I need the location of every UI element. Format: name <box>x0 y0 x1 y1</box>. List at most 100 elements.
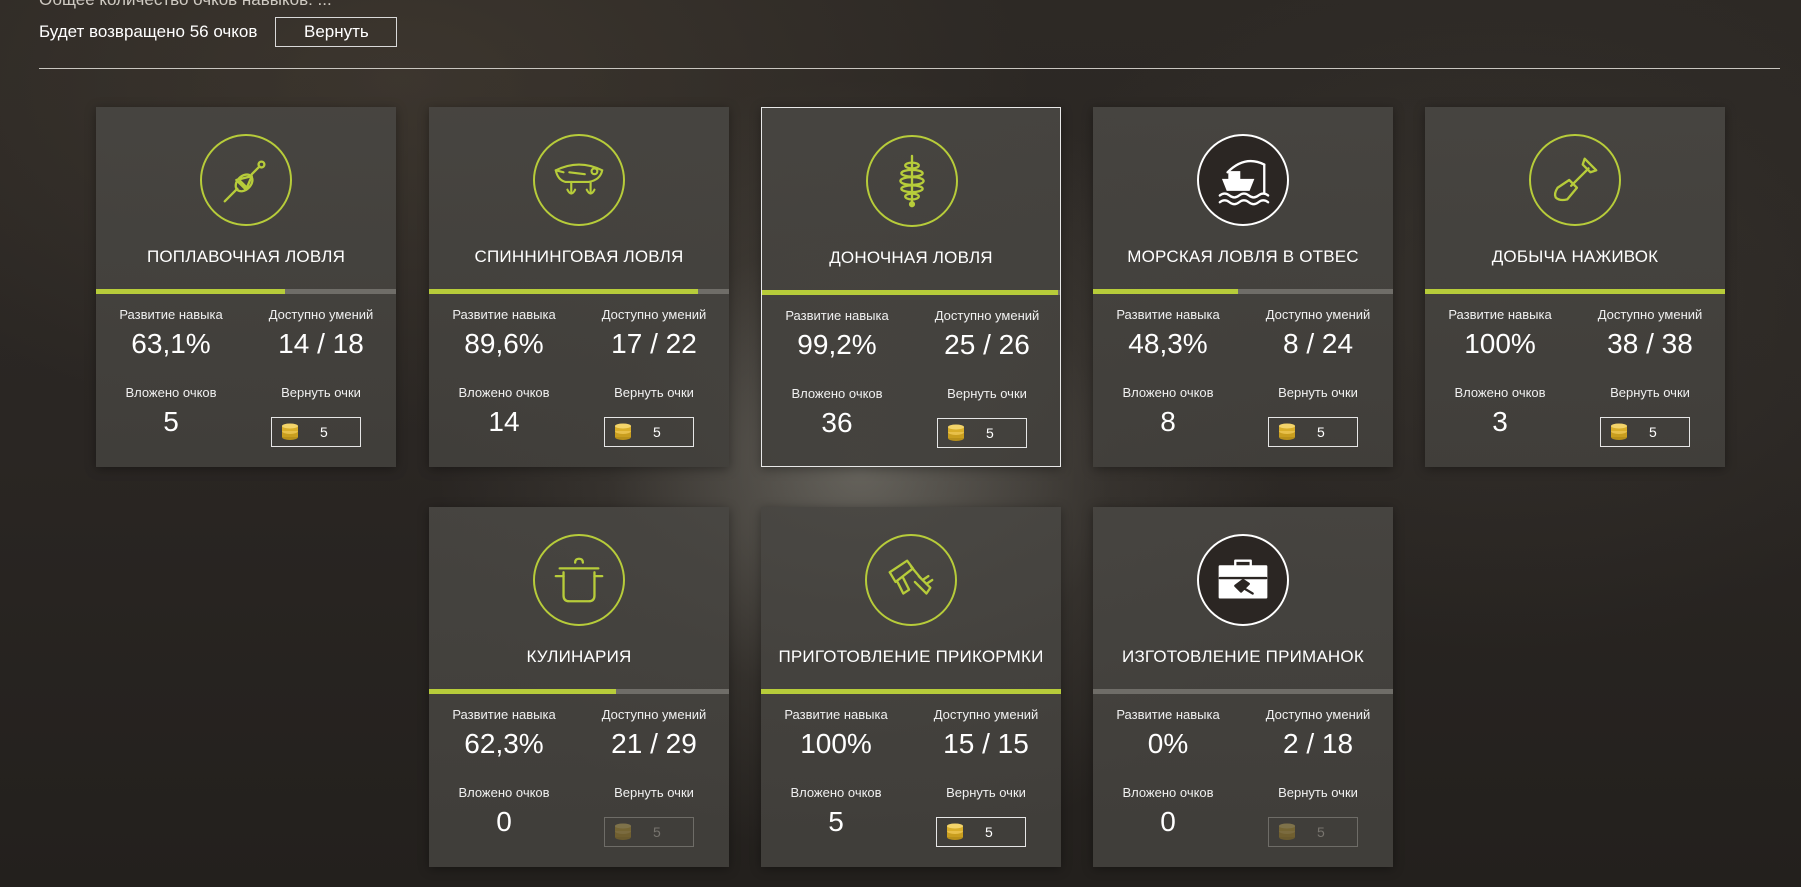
progress-label: Развитие навыка <box>1116 307 1220 322</box>
refund-bar: Будет возвращено 56 очков Вернуть <box>39 16 398 48</box>
coin-icon <box>1277 823 1297 841</box>
invested-label: Вложено очков <box>1454 385 1546 400</box>
skill-progress-bar <box>96 289 396 294</box>
feeder-icon <box>883 152 941 210</box>
refund-label: Вернуть очки <box>946 785 1026 800</box>
refund-points-value: 5 <box>320 424 328 440</box>
coin-icon <box>280 423 300 441</box>
toolbox-icon <box>1214 551 1272 609</box>
available-label: Доступно умений <box>601 307 707 322</box>
available-label: Доступно умений <box>1597 307 1703 322</box>
mixer-icon <box>882 551 940 609</box>
available-value: 2 / 18 <box>1282 728 1354 759</box>
refund-points-value: 5 <box>653 824 661 840</box>
skill-card[interactable]: ИЗГОТОВЛЕНИЕ ПРИМАНОК Развитие навыка Дост… <box>1093 507 1393 867</box>
refund-label: Вернуть очки <box>1610 385 1690 400</box>
refund-points-value: 5 <box>653 424 661 440</box>
progress-value: 89,6% <box>464 328 544 359</box>
skill-progress-bar <box>1425 289 1725 294</box>
available-value: 17 / 22 <box>611 328 697 359</box>
shovel-icon <box>1546 151 1604 209</box>
invested-label: Вложено очков <box>790 785 882 800</box>
coin-icon <box>945 823 965 841</box>
available-label: Доступно умений <box>933 707 1039 722</box>
skill-progress-bar <box>1093 689 1393 694</box>
refund-points-value: 5 <box>1317 424 1325 440</box>
skill-icon-circle <box>533 534 625 626</box>
skill-title: ДОБЫЧА НАЖИВОК <box>1491 247 1659 266</box>
invested-value: 0 <box>496 806 512 837</box>
refund-points-button[interactable]: 5 <box>271 417 361 447</box>
available-value: 15 / 15 <box>943 728 1029 759</box>
skill-progress-bar <box>761 689 1061 694</box>
skill-card[interactable]: ПРИГОТОВЛЕНИЕ ПРИКОРМКИ Развитие навыка До… <box>761 507 1061 867</box>
available-label: Доступно умений <box>1265 307 1371 322</box>
refund-label: Вернуть очки <box>614 385 694 400</box>
progress-label: Развитие навыка <box>119 307 223 322</box>
progress-label: Развитие навыка <box>785 308 889 323</box>
refund-label: Вернуть очки <box>614 785 694 800</box>
skill-card[interactable]: СПИННИНГОВАЯ ЛОВЛЯ Развитие навыка Доступн… <box>429 107 729 467</box>
coin-icon <box>1609 423 1629 441</box>
refund-points-value: 5 <box>986 425 994 441</box>
refund-points-button: 5 <box>1268 817 1358 847</box>
skill-card[interactable]: ПОПЛАВОЧНАЯ ЛОВЛЯ Развитие навыка Доступно… <box>96 107 396 467</box>
wobbler-lure-icon <box>550 151 608 209</box>
invested-label: Вложено очков <box>125 385 217 400</box>
refund-label: Вернуть очки <box>1278 385 1358 400</box>
skill-progress-fill <box>96 289 286 294</box>
progress-value: 100% <box>800 728 872 759</box>
skill-progress-fill <box>1093 289 1238 294</box>
refund-points-value: 5 <box>1649 424 1657 440</box>
progress-value: 48,3% <box>1128 328 1208 359</box>
available-value: 14 / 18 <box>278 328 364 359</box>
invested-label: Вложено очков <box>1122 385 1214 400</box>
progress-label: Развитие навыка <box>1116 707 1220 722</box>
skill-title: ПРИГОТОВЛЕНИЕ ПРИКОРМКИ <box>778 647 1044 666</box>
refund-points-button[interactable]: 5 <box>1268 417 1358 447</box>
available-value: 38 / 38 <box>1607 328 1693 359</box>
cooking-pot-icon <box>550 551 608 609</box>
skill-progress-fill <box>429 289 698 294</box>
refund-label: Вернуть очки <box>281 385 361 400</box>
header-cut-text: Общее количество очков навыков: ... <box>39 0 332 10</box>
sea-boat-icon <box>1214 151 1272 209</box>
invested-label: Вложено очков <box>791 386 883 401</box>
progress-label: Развитие навыка <box>452 707 556 722</box>
skill-progress-bar <box>429 689 729 694</box>
refund-points-button[interactable]: 5 <box>937 418 1027 448</box>
available-label: Доступно умений <box>934 308 1040 323</box>
progress-value: 100% <box>1464 328 1536 359</box>
available-label: Доступно умений <box>268 307 374 322</box>
invested-value: 36 <box>821 407 853 438</box>
refund-all-button[interactable]: Вернуть <box>275 17 398 47</box>
refund-points-button[interactable]: 5 <box>936 817 1026 847</box>
coin-icon <box>613 423 633 441</box>
progress-label: Развитие навыка <box>1448 307 1552 322</box>
skill-progress-fill <box>429 689 616 694</box>
skill-card[interactable]: МОРСКАЯ ЛОВЛЯ В ОТВЕС Развитие навыка Дост… <box>1093 107 1393 467</box>
coin-icon <box>613 823 633 841</box>
float-icon <box>217 151 275 209</box>
skill-title: ДОНОЧНАЯ ЛОВЛЯ <box>829 248 993 267</box>
coin-icon <box>946 424 966 442</box>
refund-points-button[interactable]: 5 <box>1600 417 1690 447</box>
available-label: Доступно умений <box>1265 707 1371 722</box>
invested-value: 5 <box>163 406 179 437</box>
skill-card[interactable]: ДОБЫЧА НАЖИВОК Развитие навыка Доступно ум… <box>1425 107 1725 467</box>
invested-value: 8 <box>1160 406 1176 437</box>
available-label: Доступно умений <box>601 707 707 722</box>
skill-card[interactable]: ДОНОЧНАЯ ЛОВЛЯ Развитие навыка Доступно ум… <box>761 107 1061 467</box>
available-value: 21 / 29 <box>611 728 697 759</box>
skill-icon-circle <box>533 134 625 226</box>
skill-title: ПОПЛАВОЧНАЯ ЛОВЛЯ <box>146 247 346 266</box>
refund-summary: Будет возвращено 56 очков <box>39 22 258 41</box>
progress-label: Развитие навыка <box>452 307 556 322</box>
refund-points-button[interactable]: 5 <box>604 417 694 447</box>
progress-value: 63,1% <box>131 328 211 359</box>
refund-points-value: 5 <box>1317 824 1325 840</box>
skill-icon-circle <box>1197 534 1289 626</box>
skill-icon-circle <box>1529 134 1621 226</box>
invested-label: Вложено очков <box>458 385 550 400</box>
skill-card[interactable]: КУЛИНАРИЯ Развитие навыка Доступно умений 6… <box>429 507 729 867</box>
